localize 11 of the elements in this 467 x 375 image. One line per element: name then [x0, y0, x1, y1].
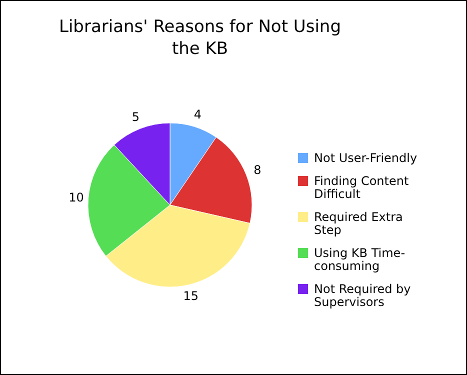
legend-label: Required Extra Step: [314, 210, 403, 237]
data-label: 8: [254, 162, 262, 177]
legend-label: Finding Content Difficult: [314, 174, 409, 201]
chart-title: Librarians' Reasons for Not Using the KB: [58, 17, 342, 59]
data-label: 5: [132, 110, 140, 124]
legend-label: Not Required by Supervisors: [314, 282, 411, 309]
data-label: 15: [183, 288, 199, 303]
legend-label: Not User-Friendly: [314, 151, 418, 165]
legend-label: Using KB Time-consuming: [314, 246, 406, 273]
data-label: 10: [68, 190, 84, 204]
data-label: 4: [194, 107, 202, 122]
